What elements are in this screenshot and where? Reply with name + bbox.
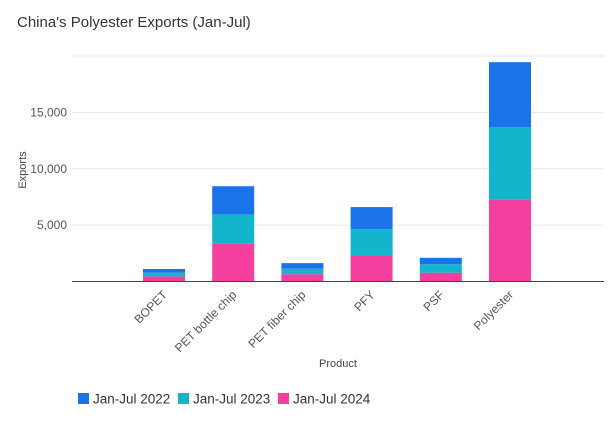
- y-tick-label-10000: 10,000: [30, 162, 67, 176]
- bars: BOPET PET bottle chip PET fiber chip PFY PSF…: [131, 62, 531, 355]
- x-axis-title: Product: [319, 358, 357, 370]
- bar-pet-bottle-chip-jan-jul-2022: [212, 186, 255, 215]
- bar-psf-jan-jul-2022: [419, 257, 462, 265]
- bar-psf-jan-jul-2023: [419, 264, 462, 273]
- legend-swatch-jan-jul-2024: [278, 393, 289, 404]
- legend-swatch-jan-jul-2023: [178, 393, 189, 404]
- bar-pfy-jan-jul-2023: [350, 229, 393, 256]
- x-tick-label-polyester: Polyester: [471, 288, 516, 333]
- y-axis-title: Exports: [17, 151, 29, 189]
- x-tick-label-pet-fiber-chip: PET fiber chip: [245, 287, 308, 350]
- legend-label-jan-jul-2024: Jan-Jul 2024: [293, 392, 371, 407]
- bar-pfy-jan-jul-2024: [350, 255, 393, 282]
- y-tick-label-5000: 5,000: [37, 218, 67, 232]
- bar-pet-fiber-chip-jan-jul-2024: [281, 274, 324, 282]
- bar-bopet-jan-jul-2023: [143, 272, 185, 277]
- bar-psf-jan-jul-2024: [419, 272, 462, 282]
- legend-swatch-jan-jul-2022: [78, 393, 89, 404]
- x-tick-label-bopet: BOPET: [131, 287, 170, 326]
- bar-pet-fiber-chip-jan-jul-2023: [281, 268, 324, 275]
- bar-polyester-jan-jul-2024: [489, 199, 531, 282]
- x-tick-label-pet-bottle-chip: PET bottle chip: [172, 288, 240, 356]
- y-tick-label-15000: 15,000: [30, 105, 67, 119]
- chart-title: China's Polyester Exports (Jan-Jul): [17, 14, 251, 31]
- bar-polyester-jan-jul-2023: [489, 127, 531, 200]
- legend-label-jan-jul-2022: Jan-Jul 2022: [93, 392, 170, 407]
- x-tick-label-psf: PSF: [421, 288, 447, 314]
- bar-bopet-jan-jul-2024: [143, 276, 185, 282]
- bar-pet-bottle-chip-jan-jul-2023: [212, 214, 255, 244]
- bar-pet-fiber-chip-jan-jul-2022: [281, 263, 324, 269]
- legend-label-jan-jul-2023: Jan-Jul 2023: [193, 392, 270, 407]
- bar-pfy-jan-jul-2022: [350, 207, 393, 230]
- bar-polyester-jan-jul-2022: [489, 62, 531, 128]
- bar-pet-bottle-chip-jan-jul-2024: [212, 243, 255, 282]
- x-tick-label-pfy: PFY: [351, 288, 377, 314]
- legend: Jan-Jul 2022 Jan-Jul 2023 Jan-Jul 2024: [78, 392, 371, 407]
- bar-bopet-jan-jul-2022: [143, 268, 185, 273]
